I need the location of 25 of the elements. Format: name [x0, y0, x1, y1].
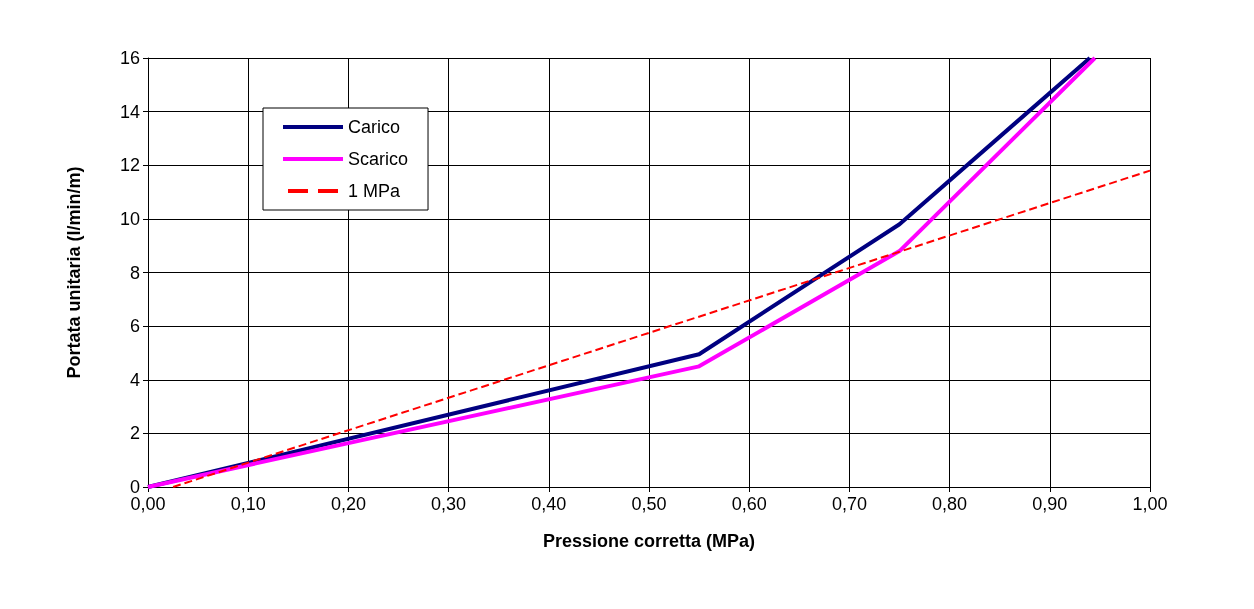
legend-label: Carico — [348, 117, 401, 137]
x-tick-label: 0,40 — [531, 494, 567, 514]
x-axis-title: Pressione corretta (MPa) — [542, 531, 756, 551]
x-tick-label: 0,30 — [431, 494, 467, 514]
y-tick-label: 6 — [129, 316, 140, 337]
y-tick-label: 0 — [129, 477, 140, 497]
y-tick-label: 14 — [119, 101, 140, 122]
y-tick-label: 2 — [129, 423, 140, 444]
legend-label: Scarico — [348, 149, 409, 169]
x-tick-label: 0,70 — [831, 494, 867, 514]
legend-label: 1 MPa — [348, 181, 402, 201]
x-tick-label: 0,90 — [1032, 494, 1068, 514]
x-tick-label: 0,00 — [130, 494, 166, 514]
y-tick-label: 4 — [129, 369, 140, 390]
y-tick-label: 10 — [119, 208, 140, 229]
x-tick-label: 0,20 — [330, 494, 366, 514]
x-tick-label: 0,10 — [230, 494, 266, 514]
y-tick-label: 12 — [119, 155, 140, 176]
x-tick-label: 1,00 — [1132, 494, 1168, 514]
x-tick-label: 0,50 — [631, 494, 667, 514]
y-tick-label: 16 — [119, 48, 140, 68]
y-tick-label: 8 — [129, 262, 140, 283]
x-tick-label: 0,60 — [731, 494, 767, 514]
y-axis-title: Portata unitaria (l/min/m) — [64, 166, 84, 379]
x-tick-label: 0,80 — [932, 494, 968, 514]
